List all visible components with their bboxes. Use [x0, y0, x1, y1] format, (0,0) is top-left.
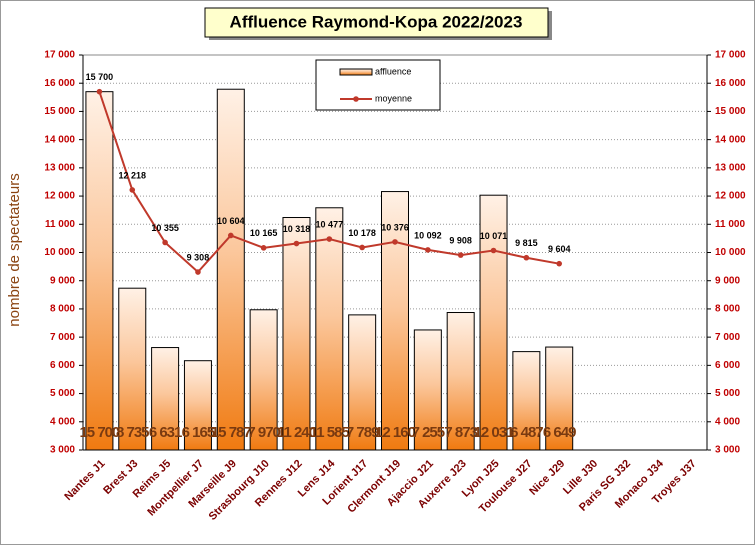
bar	[85, 91, 114, 451]
line-label: 10 477	[316, 219, 344, 229]
line-marker	[129, 187, 136, 193]
line-label: 10 355	[151, 223, 179, 233]
line-marker	[162, 239, 168, 246]
line-marker	[293, 240, 300, 247]
bar	[118, 287, 147, 451]
bar	[348, 314, 377, 451]
bar	[151, 347, 180, 451]
line-label: 12 218	[118, 170, 146, 180]
legend-box	[315, 59, 441, 111]
bar-label: 7 255	[412, 424, 445, 441]
line-marker	[326, 236, 333, 242]
line-marker	[457, 252, 464, 258]
y-tick-label: 5 000	[50, 388, 75, 399]
line-label: 10 178	[348, 228, 376, 238]
bar-label: 6 631	[149, 424, 182, 441]
bar	[545, 346, 574, 451]
y2-tick-label: 3 000	[715, 445, 740, 456]
bar	[216, 88, 245, 451]
bar	[381, 191, 409, 451]
line-label: 9 908	[449, 235, 472, 245]
y-tick-label: 17 000	[44, 50, 75, 61]
y-tick-label: 7 000	[50, 332, 75, 343]
y2-tick-label: 14 000	[715, 134, 746, 145]
bar	[249, 309, 278, 451]
line-marker	[96, 88, 103, 95]
y-tick-label: 11 000	[45, 219, 75, 230]
bar	[315, 207, 344, 451]
line-label: 10 092	[414, 230, 442, 240]
y-tick-label: 10 000	[44, 247, 75, 258]
line-marker	[392, 239, 398, 245]
y2-tick-label: 13 000	[715, 162, 746, 173]
bar	[479, 194, 508, 451]
bar-label: 7 789	[346, 424, 379, 441]
y-tick-label: 14 000	[44, 134, 75, 145]
y2-tick-label: 12 000	[715, 191, 746, 202]
line-marker	[523, 254, 530, 261]
line-marker	[359, 244, 365, 251]
bar	[446, 312, 475, 451]
bar-label: 7 970	[247, 424, 280, 441]
bar-label: 6 165	[182, 424, 215, 441]
bar	[183, 360, 212, 451]
bar	[413, 329, 442, 451]
y-axis-label: nombre de spectateurs	[6, 173, 23, 326]
bar-label: 11 585	[310, 424, 350, 441]
y2-tick-label: 7 000	[715, 332, 740, 343]
line-label: 9 308	[187, 252, 210, 262]
line-marker	[227, 232, 234, 239]
y2-tick-label: 6 000	[715, 360, 740, 371]
legend-label: moyenne	[375, 93, 412, 103]
legend-marker	[353, 96, 359, 102]
y2-tick-label: 8 000	[715, 304, 740, 315]
y2-tick-label: 11 000	[715, 219, 745, 230]
title-box	[204, 7, 549, 38]
y-tick-label: 16 000	[44, 78, 75, 89]
line-marker	[556, 260, 563, 267]
line-label: 15 700	[86, 72, 114, 82]
bar-label: 11 240	[277, 424, 317, 441]
y2-tick-label: 10 000	[715, 247, 746, 258]
bar	[512, 351, 541, 451]
line-marker	[260, 245, 267, 251]
legend-swatch	[339, 68, 373, 76]
bar	[282, 217, 311, 451]
bar-label: 6 649	[543, 424, 576, 441]
y-tick-label: 13 000	[44, 162, 75, 173]
bar-label: 15 787	[211, 424, 252, 441]
y-tick-label: 12 000	[44, 191, 75, 202]
y-tick-label: 8 000	[50, 304, 75, 315]
bar-label: 12 160	[375, 424, 416, 441]
y2-tick-label: 4 000	[715, 416, 740, 427]
y2-tick-label: 15 000	[715, 106, 746, 117]
line-marker	[425, 247, 431, 253]
line-label: 9 604	[548, 244, 571, 254]
line-marker	[195, 269, 201, 275]
y2-tick-label: 17 000	[715, 50, 746, 61]
y-tick-label: 3 000	[50, 445, 75, 456]
line-label: 10 376	[381, 222, 409, 232]
chart-title: Affluence Raymond-Kopa 2022/2023	[230, 12, 523, 31]
y-tick-label: 15 000	[44, 106, 75, 117]
line-label: 10 071	[480, 231, 508, 241]
legend-label: affluence	[375, 66, 411, 76]
line-label: 10 604	[217, 216, 245, 226]
bar-label: 7 873	[444, 424, 477, 441]
bar-label: 6 487	[510, 424, 543, 441]
bar-label: 15 700	[79, 424, 120, 441]
bar-label: 8 735	[116, 424, 149, 441]
y2-tick-label: 9 000	[715, 275, 740, 286]
y-tick-label: 6 000	[50, 360, 75, 371]
y2-tick-label: 16 000	[715, 78, 746, 89]
line-marker	[490, 247, 497, 254]
line-label: 10 318	[283, 224, 311, 234]
y2-tick-label: 5 000	[715, 388, 740, 399]
line-label: 9 815	[515, 238, 538, 248]
y-tick-label: 4 000	[50, 416, 75, 427]
y-tick-label: 9 000	[50, 275, 75, 286]
line-label: 10 165	[250, 228, 278, 238]
bar-label: 12 031	[474, 424, 515, 441]
